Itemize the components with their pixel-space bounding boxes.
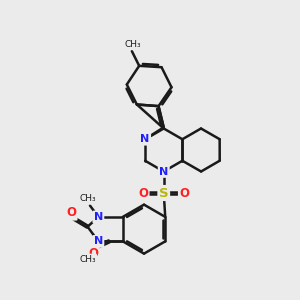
Text: N: N <box>94 212 103 222</box>
Text: O: O <box>66 206 76 219</box>
Text: CH₃: CH₃ <box>79 194 96 203</box>
Text: CH₃: CH₃ <box>79 255 96 264</box>
Text: N: N <box>94 236 103 246</box>
Text: N: N <box>140 134 150 144</box>
Text: O: O <box>138 187 148 200</box>
Text: N: N <box>159 167 168 176</box>
Text: CH₃: CH₃ <box>124 40 141 49</box>
Text: O: O <box>179 187 189 200</box>
Text: O: O <box>88 247 98 260</box>
Text: S: S <box>159 187 169 200</box>
